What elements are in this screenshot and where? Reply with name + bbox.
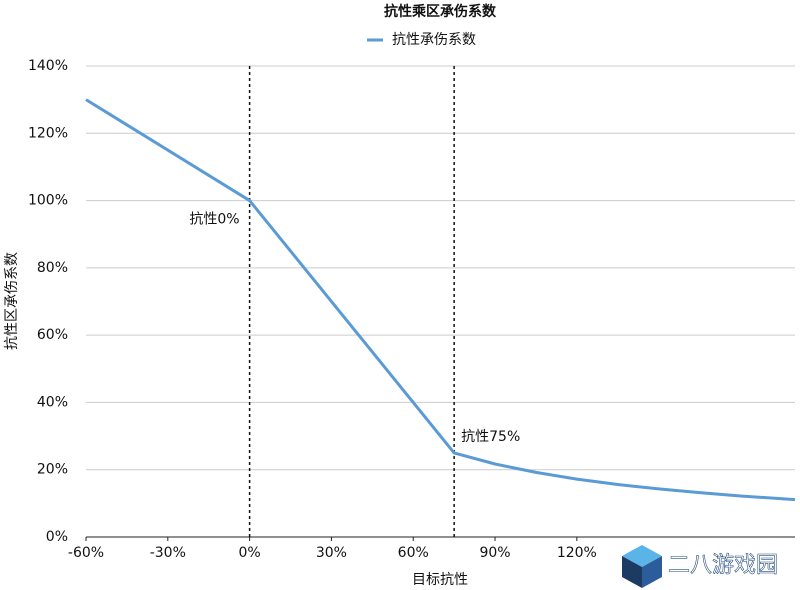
y-tick-label: 140% <box>28 58 68 74</box>
y-tick-label: 20% <box>37 462 68 478</box>
x-tick-label: -60% <box>68 545 104 561</box>
watermark: 二八游戏园 <box>622 545 778 588</box>
line-series <box>85 98 796 502</box>
y-axis-label: 抗性区承伤系数 <box>4 252 20 350</box>
annotation: 抗性0% <box>189 212 239 228</box>
x-tick-label: 30% <box>316 545 347 561</box>
y-tick-label: 100% <box>28 193 68 209</box>
x-tick-label: 90% <box>479 545 510 561</box>
x-tick-label: 0% <box>239 545 261 561</box>
y-tick-label: 0% <box>46 529 68 545</box>
y-tick-label: 60% <box>37 327 68 343</box>
x-tick-label: 60% <box>398 545 429 561</box>
annotation: 抗性75% <box>461 429 520 445</box>
watermark-text: 二八游戏园 <box>668 553 778 578</box>
y-tick-label: 80% <box>37 260 68 276</box>
y-tick-label: 120% <box>28 125 68 141</box>
chart-title: 抗性乘区承伤系数 <box>384 3 497 20</box>
y-tick-label: 40% <box>37 394 68 410</box>
x-tick-label: -30% <box>150 545 186 561</box>
x-axis-label: 目标抗性 <box>412 572 468 588</box>
legend-label: 抗性承伤系数 <box>392 32 476 48</box>
x-tick-label: 120% <box>557 545 597 561</box>
